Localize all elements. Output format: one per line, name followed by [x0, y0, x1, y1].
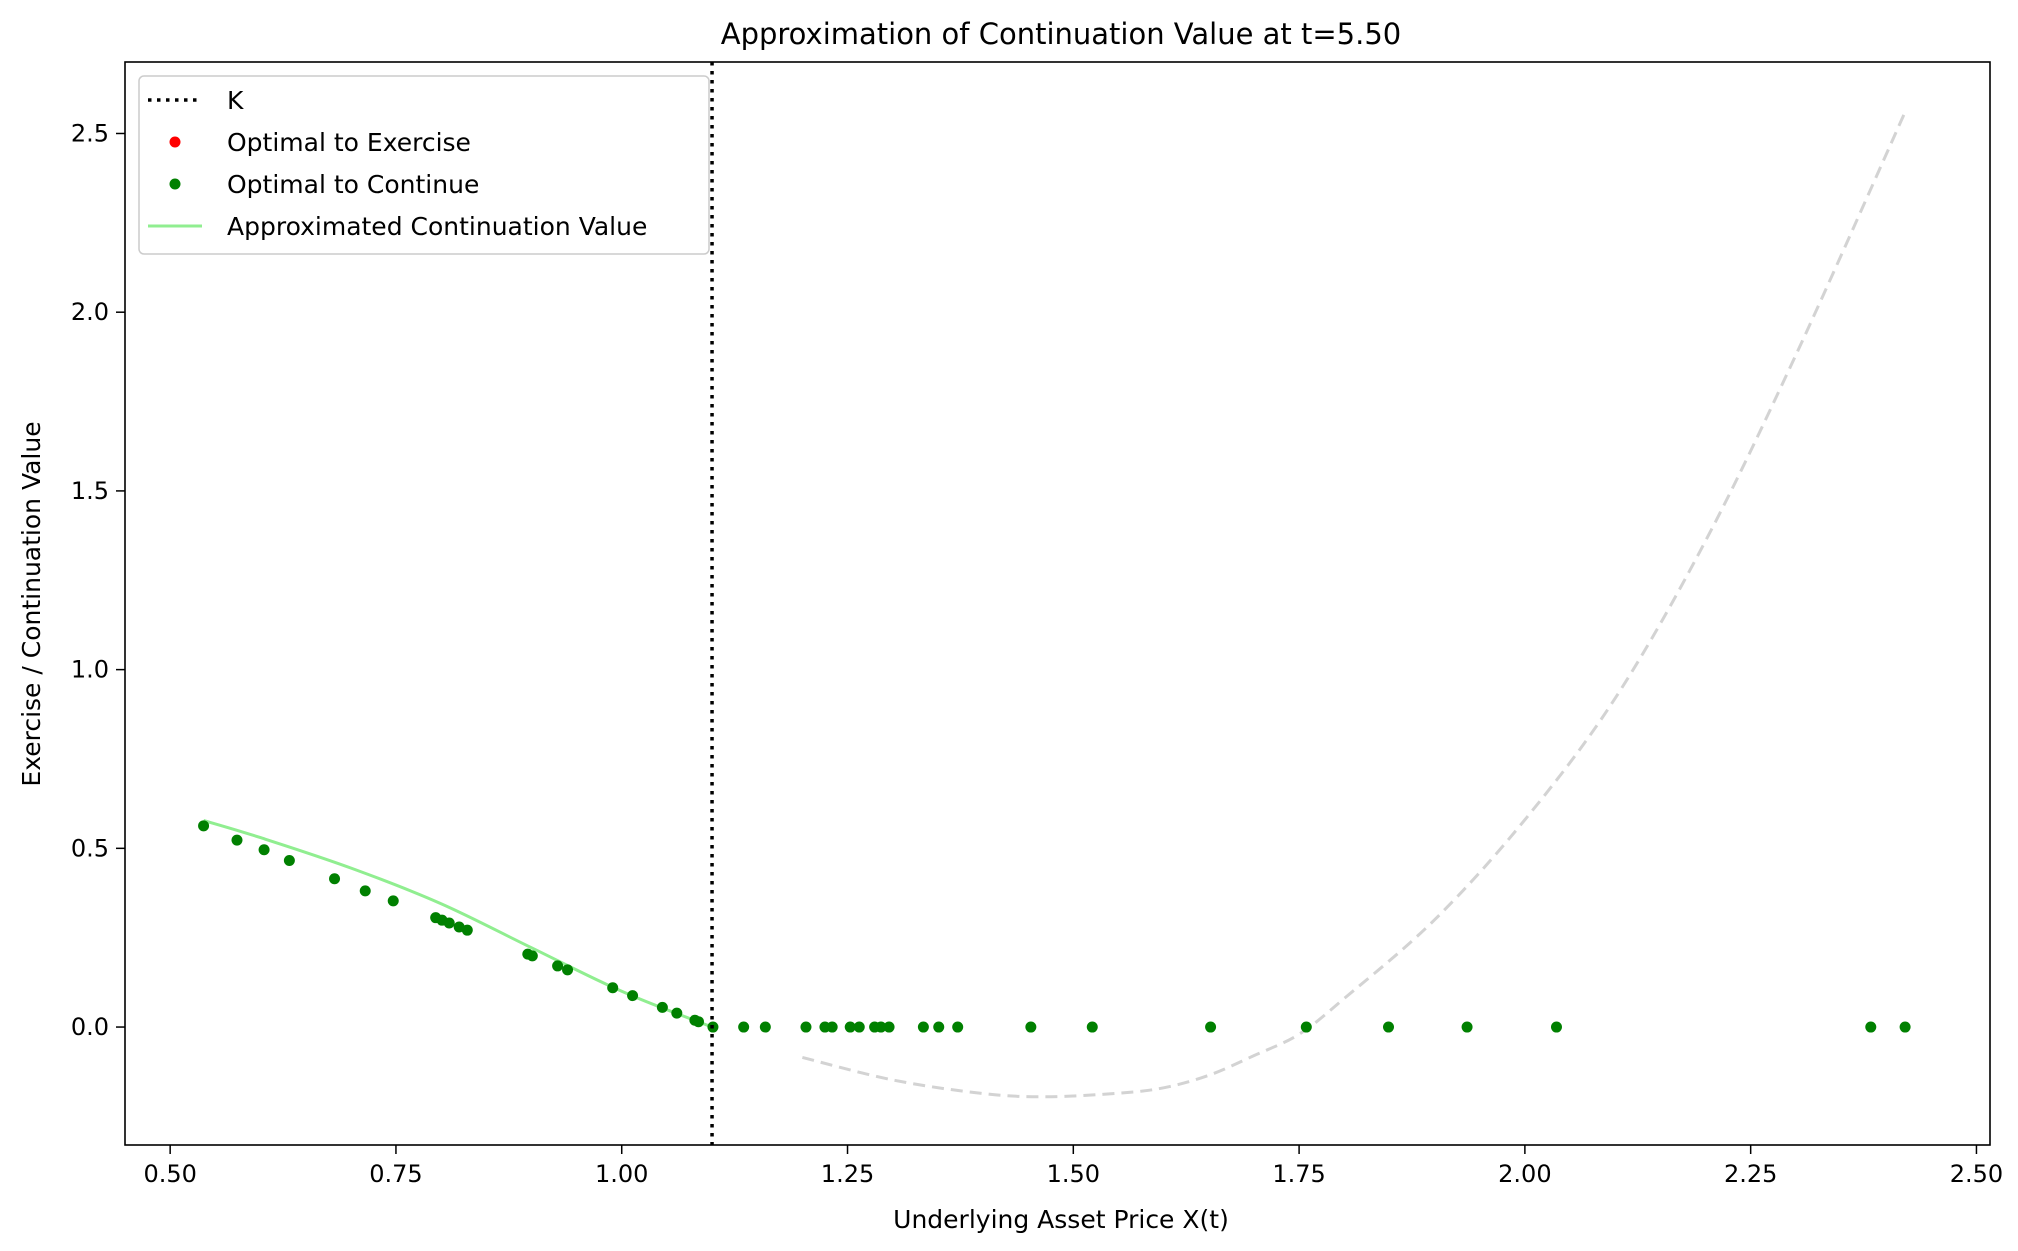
continue-point [844, 1021, 856, 1033]
y-axis-label: Exercise / Continuation Value [17, 421, 46, 786]
continue-point [443, 917, 455, 929]
legend-label: K [227, 86, 244, 115]
continue-point [283, 854, 295, 866]
x-tick-label: 0.50 [143, 1160, 196, 1188]
continue-point [1865, 1021, 1877, 1033]
legend-swatch-marker [169, 178, 181, 190]
legend-label: Approximated Continuation Value [227, 212, 647, 241]
y-tick-label: 0.5 [71, 834, 109, 862]
continue-point [1086, 1021, 1098, 1033]
y-tick-label: 2.5 [71, 119, 109, 147]
legend-label: Optimal to Exercise [227, 128, 471, 157]
continue-point [933, 1021, 945, 1033]
continue-point [552, 960, 564, 972]
continue-point [692, 1016, 704, 1028]
continue-point [875, 1021, 887, 1033]
continue-point [198, 820, 210, 832]
continue-point [461, 924, 473, 936]
fit-curve-extrapolated [801, 111, 1907, 1099]
y-tick-label: 2.0 [71, 298, 109, 326]
continue-point [258, 844, 270, 856]
continue-point [607, 982, 619, 994]
legend-box [138, 75, 710, 255]
continue-point [1300, 1021, 1312, 1033]
y-tick-label: 1.0 [71, 656, 109, 684]
x-tick-label: 2.25 [1724, 1160, 1777, 1188]
x-tick-label: 1.00 [595, 1160, 648, 1188]
y-tick-label: 0.0 [71, 1013, 109, 1041]
chart-title: Approximation of Continuation Value at t… [721, 17, 1402, 51]
x-axis-label: Underlying Asset Price X(t) [893, 1205, 1229, 1234]
continue-point [387, 895, 399, 907]
y-tick-label: 1.5 [71, 477, 109, 505]
continue-point [853, 1021, 865, 1033]
legend-swatch-marker [169, 136, 181, 148]
x-tick-label: 1.75 [1272, 1160, 1325, 1188]
continue-point [562, 964, 574, 976]
continue-point [1899, 1021, 1911, 1033]
continue-point [1550, 1021, 1562, 1033]
continue-point [738, 1021, 750, 1033]
continue-point [1025, 1021, 1037, 1033]
continue-point [759, 1021, 771, 1033]
continue-point [526, 950, 538, 962]
continue-point [826, 1021, 838, 1033]
continue-point [359, 885, 371, 897]
continue-point [627, 990, 639, 1002]
continue-point [671, 1007, 683, 1019]
continue-point [917, 1021, 929, 1033]
continue-point [883, 1021, 895, 1033]
x-tick-label: 1.50 [1047, 1160, 1100, 1188]
continue-point [1205, 1021, 1217, 1033]
x-tick-label: 2.50 [1950, 1160, 2003, 1188]
continue-point [1461, 1021, 1473, 1033]
plot-frame [124, 61, 1991, 1146]
fit-curve-approximated [203, 819, 713, 1029]
continue-point [952, 1021, 964, 1033]
x-tick-label: 1.25 [821, 1160, 874, 1188]
continue-point [1383, 1021, 1395, 1033]
continue-point [656, 1001, 668, 1013]
continue-point [800, 1021, 812, 1033]
x-tick-label: 0.75 [369, 1160, 422, 1188]
continue-point [231, 834, 243, 846]
x-tick-label: 2.00 [1498, 1160, 1551, 1188]
continue-point [329, 873, 341, 885]
legend-label: Optimal to Continue [227, 170, 479, 199]
